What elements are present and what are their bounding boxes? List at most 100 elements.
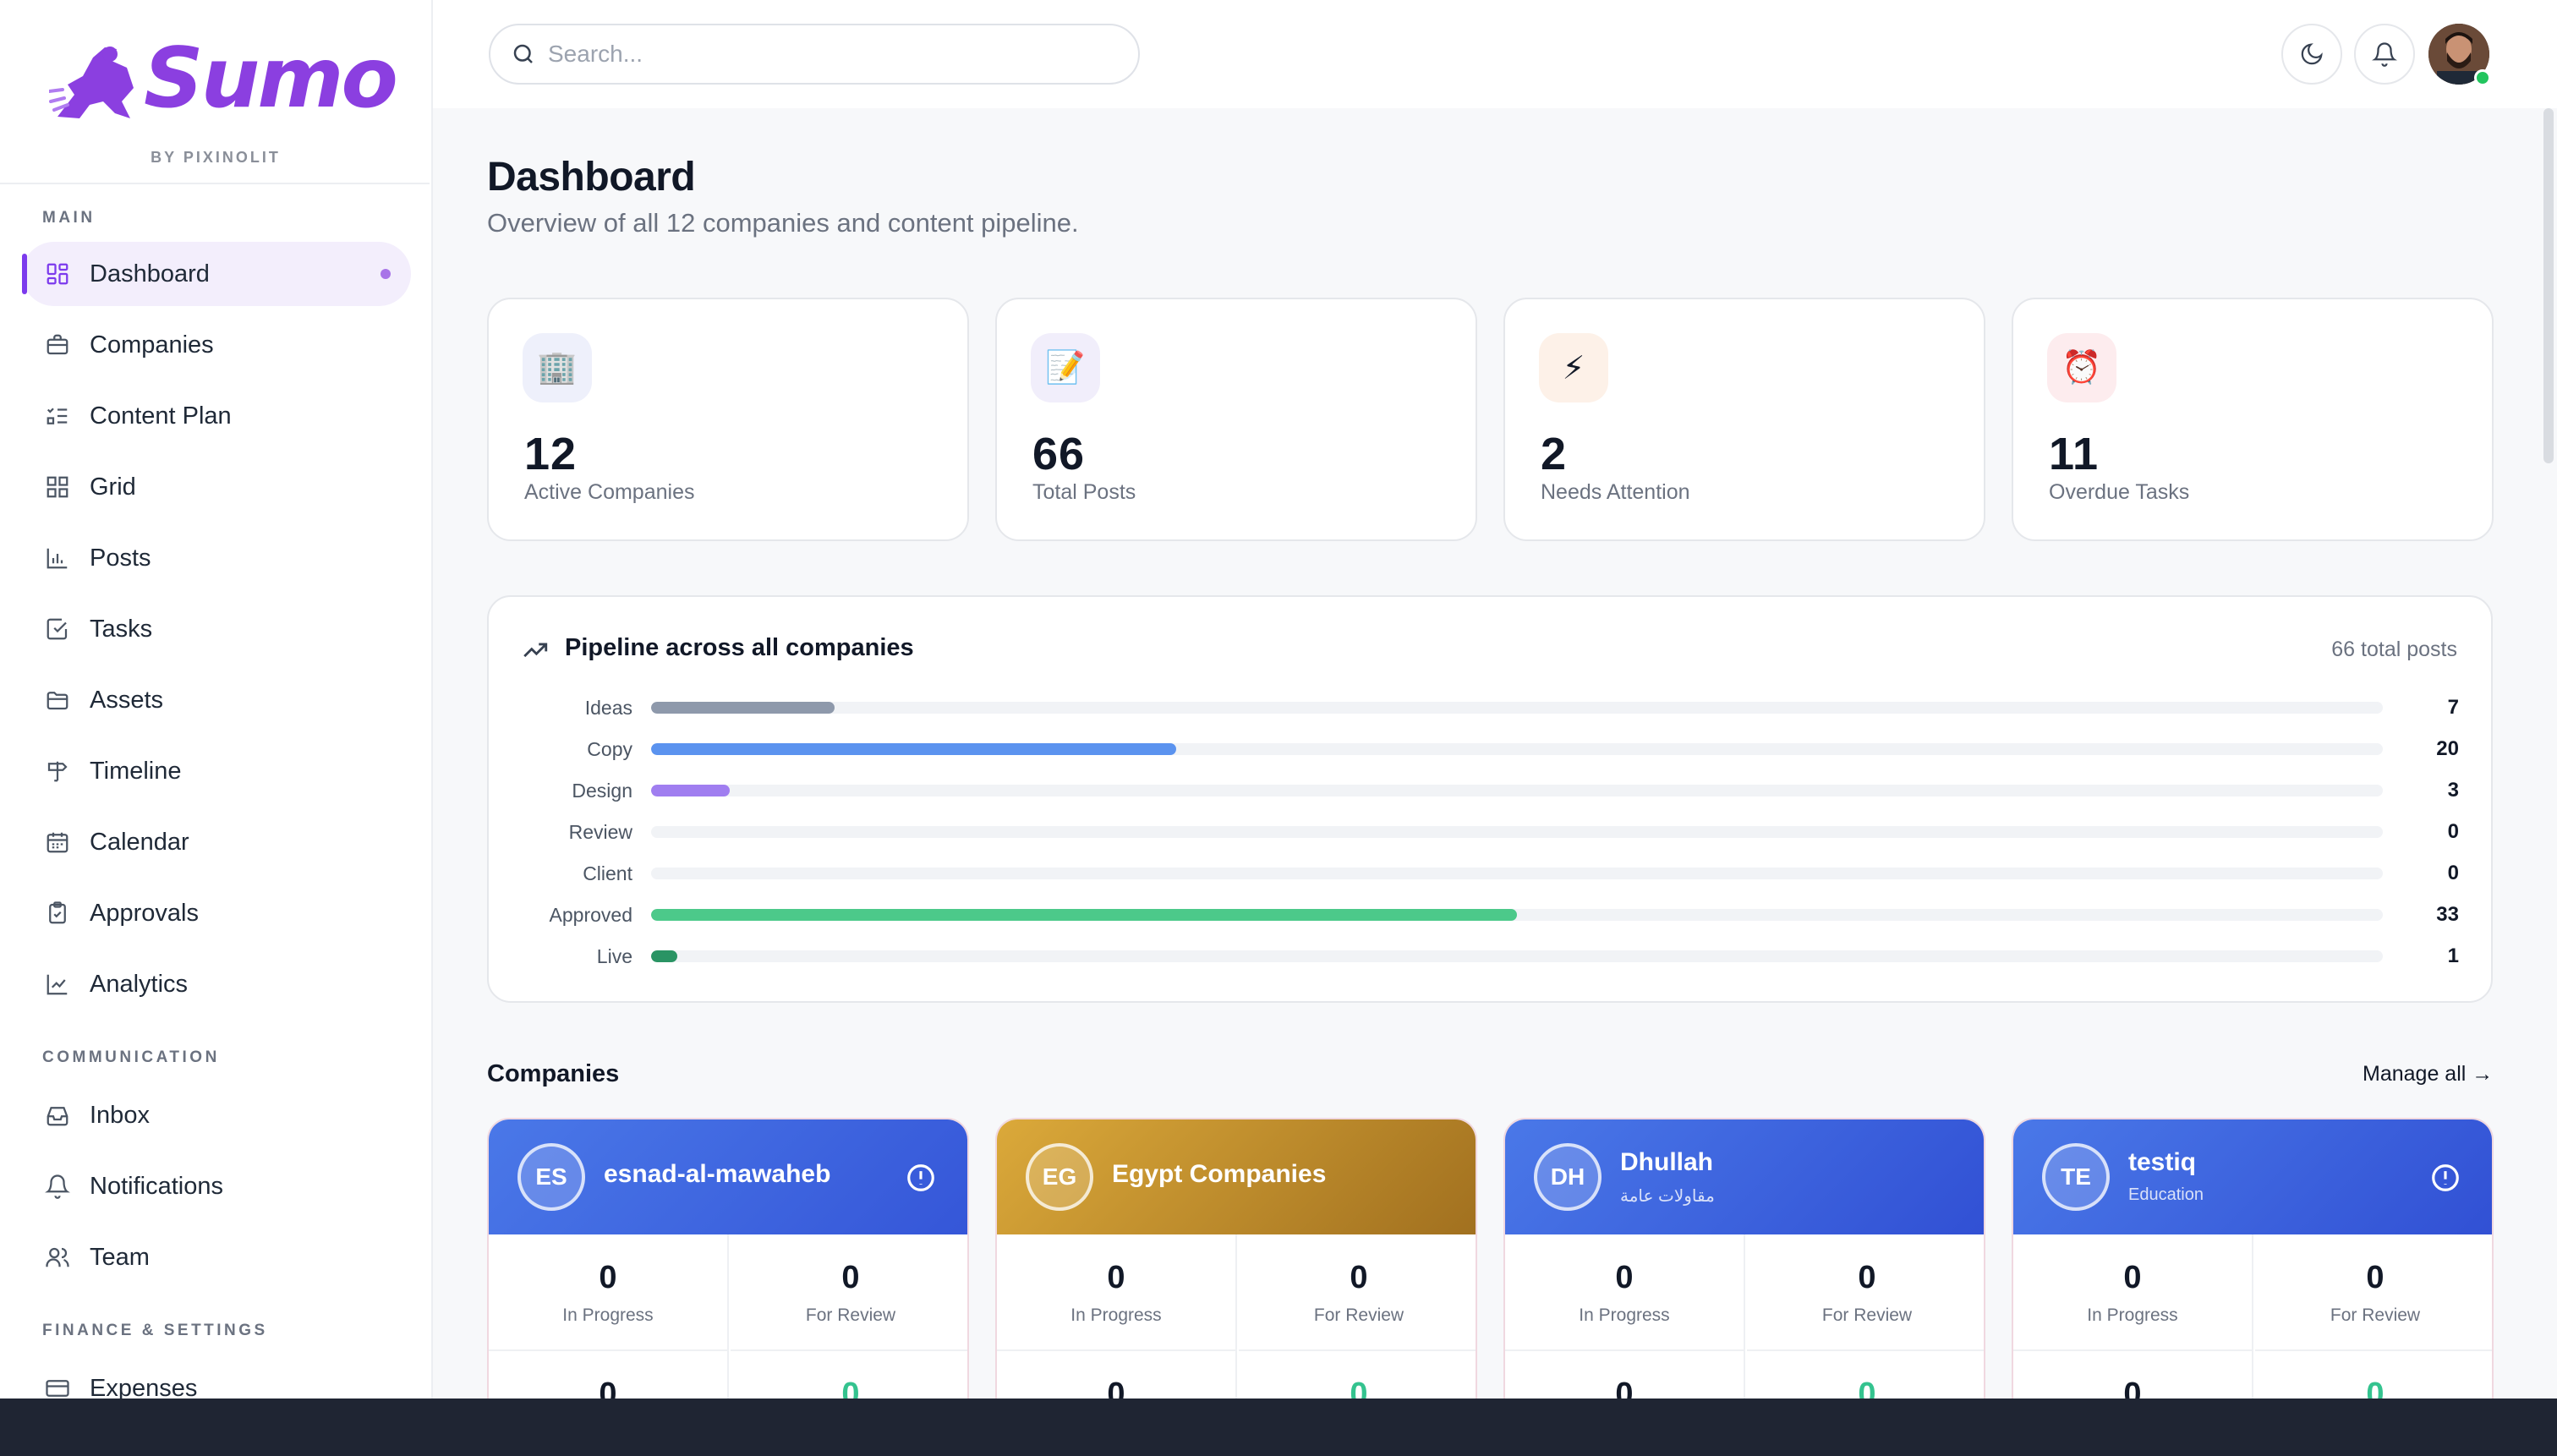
search-input[interactable] xyxy=(548,41,1098,68)
search-box[interactable] xyxy=(489,24,1140,85)
stat-value: 0 xyxy=(2366,1260,2385,1295)
stat-value: 0 xyxy=(1107,1260,1125,1295)
section-label-finance: FINANCE & SETTINGS xyxy=(42,1322,268,1339)
stat-card-total-posts[interactable]: 📝 66 Total Posts xyxy=(995,298,1477,541)
company-stat-3: 0 xyxy=(489,1351,729,1399)
company-name: Egypt Companies xyxy=(1112,1160,1327,1188)
sidebar-item-expenses[interactable]: Expenses xyxy=(22,1356,411,1399)
sidebar-item-timeline[interactable]: Timeline xyxy=(22,739,411,803)
pipeline-row-label: Ideas xyxy=(584,697,632,719)
alert-circle-icon[interactable] xyxy=(905,1162,937,1198)
pipeline-panel: Pipeline across all companies 66 total p… xyxy=(487,595,2493,1003)
pipeline-bar xyxy=(651,950,678,962)
sidebar-item-label: Companies xyxy=(90,331,214,359)
stat-label: In Progress xyxy=(2087,1305,2178,1325)
bell-icon xyxy=(2372,41,2397,67)
pipeline-row-live: Live 1 xyxy=(489,944,2494,969)
company-stat-in-progress: 0 In Progress xyxy=(2013,1234,2253,1351)
stat-label: For Review xyxy=(1313,1305,1404,1325)
user-avatar[interactable] xyxy=(2428,24,2491,86)
pipeline-row-value: 1 xyxy=(2447,944,2459,967)
sidebar-item-label: Tasks xyxy=(90,615,153,643)
sidebar-item-posts[interactable]: Posts xyxy=(22,526,411,590)
brand-byline: BY PIXINOLIT xyxy=(151,149,281,166)
sidebar-item-approvals[interactable]: Approvals xyxy=(22,881,411,945)
sidebar-item-grid[interactable]: Grid xyxy=(22,455,411,519)
stat-label: Needs Attention xyxy=(1541,480,1690,504)
sidebar-item-label: Content Plan xyxy=(90,402,232,430)
pipeline-row-value: 20 xyxy=(2436,737,2459,760)
company-card-esnad[interactable]: ES esnad-al-mawaheb 0 In Progress 0 For … xyxy=(487,1118,969,1399)
company-card-header: ES esnad-al-mawaheb xyxy=(489,1119,967,1234)
pipeline-bar xyxy=(651,785,731,796)
sidebar-item-dashboard[interactable]: Dashboard xyxy=(22,242,411,306)
section-label-communication: COMMUNICATION xyxy=(42,1048,220,1066)
stat-label: In Progress xyxy=(562,1305,654,1325)
sidebar-item-team[interactable]: Team xyxy=(22,1225,411,1289)
company-stat-3: 0 xyxy=(2013,1351,2253,1399)
top-header xyxy=(433,0,2557,108)
online-status-dot xyxy=(2474,69,2491,86)
company-stat-for-review: 0 For Review xyxy=(2255,1234,2492,1351)
company-stat-4: 0 xyxy=(2255,1351,2492,1399)
pipeline-row-review: Review 0 xyxy=(489,819,2494,845)
notifications-button[interactable] xyxy=(2354,24,2415,85)
theme-toggle-button[interactable] xyxy=(2281,24,2342,85)
list-checks-icon xyxy=(41,399,74,433)
sidebar-item-content-plan[interactable]: Content Plan xyxy=(22,384,411,448)
pipeline-track xyxy=(651,785,2383,796)
grid-icon xyxy=(41,470,74,504)
line-chart-icon xyxy=(41,967,74,1001)
memo-icon: 📝 xyxy=(1031,333,1100,402)
sidebar-item-notifications[interactable]: Notifications xyxy=(22,1154,411,1218)
company-stat-in-progress: 0 In Progress xyxy=(1505,1234,1745,1351)
company-card-header: EG Egypt Companies xyxy=(997,1119,1476,1234)
company-card-testiq[interactable]: TE testiq Education 0 In Progress 0 For … xyxy=(2012,1118,2494,1399)
pipeline-row-label: Design xyxy=(572,780,632,802)
page-scrollbar[interactable] xyxy=(2543,108,2554,463)
company-card-egypt[interactable]: EG Egypt Companies 0 In Progress 0 For R… xyxy=(995,1118,1477,1399)
stat-label: Total Posts xyxy=(1032,480,1136,504)
company-stat-3: 0 xyxy=(997,1351,1237,1399)
sidebar-item-calendar[interactable]: Calendar xyxy=(22,810,411,874)
company-avatar: ES xyxy=(517,1143,585,1211)
pipeline-track xyxy=(651,950,2383,962)
sidebar-item-analytics[interactable]: Analytics xyxy=(22,952,411,1016)
company-stat-4: 0 xyxy=(731,1351,967,1399)
briefcase-icon xyxy=(41,328,74,362)
companies-title: Companies xyxy=(487,1060,620,1087)
sidebar-item-inbox[interactable]: Inbox xyxy=(22,1083,411,1147)
sidebar-item-tasks[interactable]: Tasks xyxy=(22,597,411,661)
sidebar-item-assets[interactable]: Assets xyxy=(22,668,411,732)
folder-icon xyxy=(41,683,74,717)
manage-all-link[interactable]: Manage all → xyxy=(2363,1062,2494,1086)
company-stat-for-review: 0 For Review xyxy=(1239,1234,1476,1351)
company-stat-in-progress: 0 In Progress xyxy=(489,1234,729,1351)
stat-value: 0 xyxy=(1858,1377,1876,1399)
alert-circle-icon[interactable] xyxy=(2429,1162,2461,1198)
stat-card-active-companies[interactable]: 🏢 12 Active Companies xyxy=(487,298,969,541)
section-label-main: MAIN xyxy=(42,209,96,227)
sidebar-item-companies[interactable]: Companies xyxy=(22,313,411,377)
sidebar-item-label: Notifications xyxy=(90,1172,223,1200)
company-name: Dhullah xyxy=(1620,1148,1713,1176)
stat-value: 0 xyxy=(599,1260,617,1295)
pipeline-row-client: Client 0 xyxy=(489,861,2494,886)
sidebar-item-label: Inbox xyxy=(90,1101,150,1129)
company-name: esnad-al-mawaheb xyxy=(604,1160,831,1188)
company-subtitle: مقاولات عامة xyxy=(1620,1187,1715,1206)
company-card-dhullah[interactable]: DH Dhullah مقاولات عامة 0 In Progress 0 … xyxy=(1503,1118,1985,1399)
stat-card-overdue-tasks[interactable]: ⏰ 11 Overdue Tasks xyxy=(2012,298,2494,541)
page-subtitle: Overview of all 12 companies and content… xyxy=(487,208,1079,238)
brand[interactable]: Sumo BY PIXINOLIT xyxy=(0,0,430,184)
pipeline-track xyxy=(651,743,2383,755)
pipeline-bar xyxy=(651,702,835,714)
sidebar-item-label: Timeline xyxy=(90,757,182,785)
stat-label: For Review xyxy=(1821,1305,1913,1325)
os-taskbar xyxy=(0,1399,2557,1456)
stat-card-needs-attention[interactable]: ⚡ 2 Needs Attention xyxy=(1503,298,1985,541)
pipeline-row-value: 33 xyxy=(2436,903,2459,926)
stat-value: 0 xyxy=(1107,1377,1125,1399)
stat-value: 0 xyxy=(841,1377,860,1399)
stat-value: 12 xyxy=(524,429,578,479)
